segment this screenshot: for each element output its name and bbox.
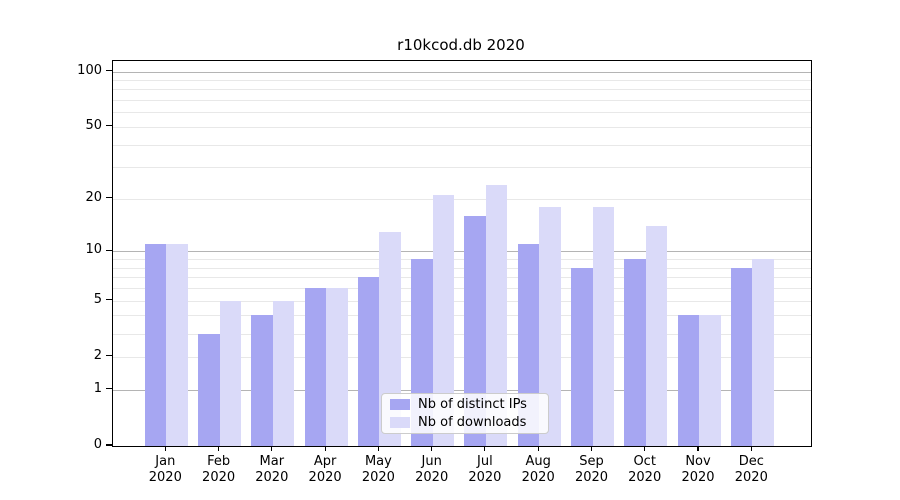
x-tick-label-apr: Apr 2020 <box>308 454 342 485</box>
bar-distinct-ips-feb <box>198 333 220 446</box>
gridline-major-10 <box>113 251 811 253</box>
gridline-major-100 <box>113 71 811 73</box>
legend-row-downloads: Nb of downloads <box>382 415 548 430</box>
bar-distinct-ips-nov <box>677 315 699 446</box>
bar-distinct-ips-may <box>357 277 380 446</box>
gridline-minor-6 <box>113 288 811 290</box>
bar-downloads-feb <box>219 300 242 446</box>
bar-distinct-ips-mar <box>251 315 273 446</box>
y-tick-mark-5 <box>106 299 112 301</box>
x-tick-mark-feb <box>218 446 220 452</box>
y-tick-label-1: 1 <box>93 380 102 396</box>
y-tick-mark-0 <box>106 444 112 446</box>
x-tick-label-nov: Nov 2020 <box>681 454 715 485</box>
gridline-minor-9 <box>113 259 811 261</box>
x-tick-label-may: May 2020 <box>361 454 395 485</box>
gridline-minor-40 <box>113 144 811 146</box>
y-tick-mark-2 <box>106 355 112 357</box>
gridline-minor-70 <box>113 100 811 102</box>
x-tick-mark-jan <box>164 446 166 452</box>
plot-area: Nb of distinct IPs Nb of downloads <box>112 60 812 447</box>
gridline-minor-60 <box>113 112 811 114</box>
y-tick-label-2: 2 <box>93 347 102 363</box>
x-tick-mark-apr <box>324 446 326 452</box>
y-tick-label-5: 5 <box>93 291 102 307</box>
x-tick-mark-oct <box>644 446 646 452</box>
y-tick-label-20: 20 <box>85 189 102 205</box>
legend-swatch-distinct-ips <box>390 399 410 410</box>
x-tick-mark-dec <box>750 446 752 452</box>
legend: Nb of distinct IPs Nb of downloads <box>381 393 549 434</box>
chart-title: r10kcod.db 2020 <box>397 36 525 54</box>
x-tick-mark-jul <box>484 446 486 452</box>
x-tick-label-oct: Oct 2020 <box>628 454 662 485</box>
y-tick-label-0: 0 <box>93 437 102 452</box>
bar-distinct-ips-dec <box>730 267 753 446</box>
bar-downloads-may <box>379 231 401 446</box>
y-tick-mark-1 <box>106 388 112 390</box>
bar-downloads-apr <box>326 288 348 446</box>
legend-swatch-downloads <box>390 417 410 428</box>
x-tick-label-jul: Jul 2020 <box>468 454 502 485</box>
legend-row-distinct-ips: Nb of distinct IPs <box>382 397 548 412</box>
x-tick-mark-mar <box>271 446 273 452</box>
x-tick-mark-jun <box>431 446 433 452</box>
gridline-minor-8 <box>113 267 811 269</box>
gridline-minor-20 <box>113 198 811 200</box>
x-tick-label-mar: Mar 2020 <box>255 454 289 485</box>
gridline-minor-50 <box>113 126 811 128</box>
x-tick-label-dec: Dec 2020 <box>734 454 768 485</box>
x-tick-label-feb: Feb 2020 <box>202 454 236 485</box>
y-tick-mark-50 <box>106 125 112 127</box>
gridline-minor-4 <box>113 315 811 317</box>
gridline-major-1 <box>113 389 811 391</box>
y-tick-mark-10 <box>106 249 112 251</box>
bar-downloads-sep <box>592 207 614 446</box>
legend-label-downloads: Nb of downloads <box>418 415 527 430</box>
y-tick-label-10: 10 <box>85 242 102 258</box>
bar-downloads-dec <box>752 259 774 446</box>
bar-downloads-mar <box>272 300 295 446</box>
x-tick-label-sep: Sep 2020 <box>574 454 609 485</box>
x-tick-label-aug: Aug 2020 <box>521 454 555 485</box>
bar-downloads-aug <box>539 207 561 446</box>
y-tick-label-100: 100 <box>77 62 102 78</box>
legend-label-distinct-ips: Nb of distinct IPs <box>418 397 527 412</box>
y-tick-label-50: 50 <box>85 117 102 133</box>
x-tick-mark-may <box>377 446 379 452</box>
x-tick-mark-aug <box>537 446 539 452</box>
bar-downloads-jan <box>166 244 188 446</box>
bar-distinct-ips-sep <box>571 267 593 446</box>
bar-downloads-jun <box>432 195 455 446</box>
gridline-minor-30 <box>113 167 811 169</box>
x-tick-mark-nov <box>697 446 699 452</box>
bar-distinct-ips-jan <box>144 244 167 446</box>
y-tick-mark-100 <box>106 69 112 72</box>
x-tick-label-jun: Jun 2020 <box>415 454 449 485</box>
gridline-minor-2 <box>113 356 811 358</box>
x-tick-label-jan: Jan 2020 <box>148 454 182 485</box>
bar-downloads-jul <box>485 184 508 446</box>
bar-downloads-nov <box>699 315 721 446</box>
gridline-minor-80 <box>113 89 811 91</box>
x-tick-mark-sep <box>590 446 593 452</box>
bar-distinct-ips-jul <box>464 216 486 446</box>
gridline-minor-90 <box>113 79 811 81</box>
y-tick-mark-20 <box>106 197 112 199</box>
gridline-minor-3 <box>113 333 811 335</box>
gridline-minor-5 <box>113 300 811 302</box>
gridline-minor-7 <box>113 277 811 279</box>
bar-downloads-oct <box>645 226 668 446</box>
bar-distinct-ips-oct <box>624 259 646 446</box>
bar-distinct-ips-apr <box>304 288 327 446</box>
